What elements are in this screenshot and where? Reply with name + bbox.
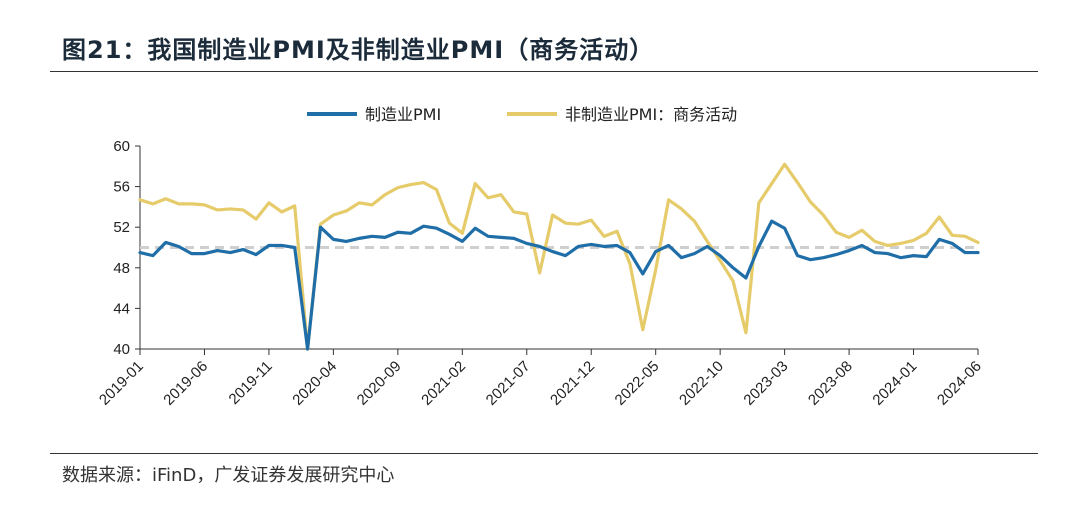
x-tick-label: 2023-03 [740,358,791,409]
x-tick-label: 2021-07 [483,358,534,409]
x-tick-label: 2023-08 [805,358,856,409]
x-axis: 2019-01 2019-06 2019-11 2020-04 2020-09 2021-… [96,348,985,409]
title-divider [50,71,1038,72]
x-tick-label: 2022-05 [612,358,663,409]
x-tick-label: 2021-02 [418,358,469,409]
x-tick-label: 2019-06 [160,358,211,409]
x-tick-label: 2022-10 [676,358,727,409]
x-tick-label: 2020-04 [289,358,340,409]
y-tick-label: 52 [113,219,130,236]
y-tick-label: 44 [113,300,130,317]
y-tick-label: 60 [113,138,130,155]
legend-label-non-manufacturing: 非制造业PMI：商务活动 [565,105,737,124]
source-note: 数据来源：iFinD，广发证券发展研究中心 [62,465,395,486]
series-line-manufacturing [138,219,980,351]
x-tick-label: 2020-09 [354,358,405,409]
y-tick-label: 40 [113,341,130,358]
chart-legend: 制造业PMI 非制造业PMI：商务活动 [307,105,737,124]
x-tick-label: 2024-06 [934,358,985,409]
y-axis: 40 44 48 52 56 60 [113,138,141,358]
source-divider [50,453,1038,454]
x-tick-label: 2019-01 [96,358,147,409]
y-tick-label: 56 [113,179,130,196]
figure-title: 图21：我国制造业PMI及非制造业PMI（商务活动） [62,36,655,64]
series-line-non-manufacturing [138,162,980,351]
x-tick-label: 2024-01 [869,358,920,409]
x-tick-label: 2021-12 [547,358,598,409]
x-tick-label: 2019-11 [226,358,276,408]
y-tick-label: 48 [113,260,130,277]
legend-label-manufacturing: 制造业PMI [365,105,441,124]
plot-area [138,162,980,351]
